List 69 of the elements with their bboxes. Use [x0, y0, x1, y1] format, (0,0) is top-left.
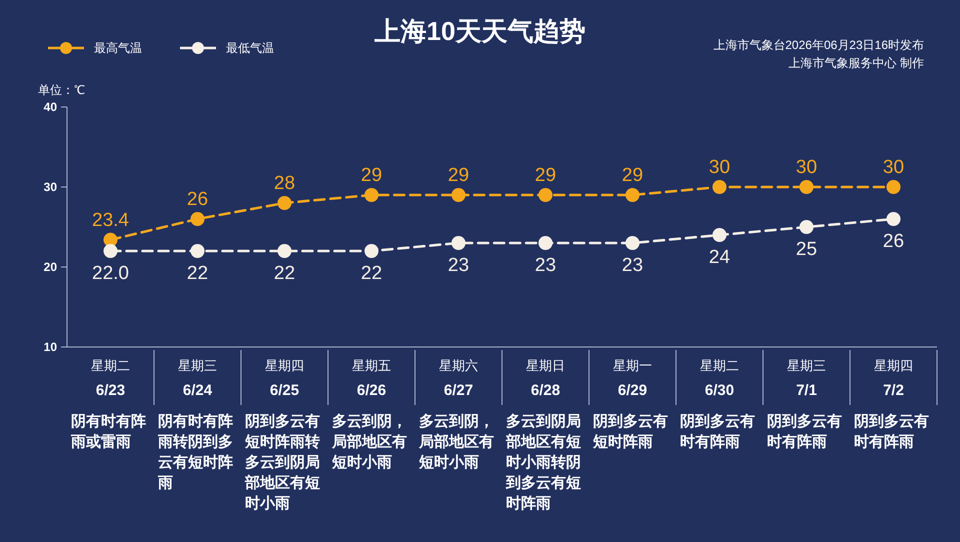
point: [364, 244, 378, 258]
point: [800, 220, 814, 234]
point: [452, 236, 466, 250]
x-tick-label: 星期日 6/28: [526, 358, 565, 399]
y-tick-label: 10: [44, 340, 58, 354]
point: [712, 228, 726, 242]
point: [538, 236, 552, 250]
x-tick-label: 星期一 6/29: [613, 358, 652, 399]
data-label: 28: [274, 173, 296, 194]
point: [886, 180, 900, 194]
data-label: 23.4: [92, 210, 130, 231]
text: 多云到阴，局部地区有短时小雨: [418, 413, 494, 471]
point: [278, 244, 292, 258]
point: [452, 188, 466, 202]
data-label: 29: [622, 165, 644, 186]
x-tick-label: 星期五 6/26: [352, 358, 391, 399]
text: 阴到多云有短时阵雨: [592, 413, 668, 450]
data-label: 23: [622, 255, 644, 276]
data-label: 29: [360, 165, 382, 186]
text: 多云到阴，局部地区有短时小雨: [331, 413, 407, 471]
data-label: 23: [534, 255, 556, 276]
data-label: 25: [796, 239, 818, 260]
point: [800, 180, 814, 194]
data-label: 30: [708, 157, 730, 178]
text: 上海市气象台2026年06月23日16时发布: [713, 38, 924, 52]
data-label: 24: [708, 247, 730, 268]
legend-label: 最低气温: [226, 41, 274, 55]
data-label: 22: [274, 263, 296, 284]
x-tick-label: 星期六 6/27: [439, 358, 478, 399]
point: [190, 212, 204, 226]
text: 阴到多云有时有阵雨: [767, 413, 842, 450]
data-label: 29: [534, 165, 556, 186]
y-axis-title: 单位：℃: [38, 83, 85, 97]
y-tick-label: 20: [44, 260, 58, 274]
point: [364, 188, 378, 202]
x-tick-label: 星期四 7/2: [874, 358, 913, 399]
data-label: 22: [360, 263, 382, 284]
point: [104, 244, 118, 258]
data-label: 23: [448, 255, 470, 276]
data-label: 26: [186, 189, 208, 210]
y-tick-label: 30: [44, 180, 58, 194]
text: 阴到多云有时有阵雨: [680, 413, 755, 450]
data-label: 26: [882, 231, 904, 252]
data-label: 22: [186, 263, 208, 284]
text: 阴到多云有短时阵雨转多云到阴局部地区有短时小雨: [244, 413, 320, 512]
x-tick-label: 星期三 6/24: [178, 358, 217, 399]
data-label: 22.0: [92, 263, 129, 284]
data-label: 30: [882, 157, 904, 178]
text: 多云到阴局部地区有短时小雨转阴到多云有短时阵雨: [505, 413, 581, 512]
y-tick-label: 40: [44, 100, 58, 114]
point: [538, 188, 552, 202]
x-tick-label: 星期二 6/23: [91, 358, 130, 399]
point: [190, 244, 204, 258]
chart-title: 上海10天天气趋势: [374, 16, 586, 46]
point: [278, 196, 292, 210]
x-tick-label: 星期二 6/30: [700, 358, 739, 399]
legend-label: 最高气温: [94, 41, 142, 55]
x-tick-label: 星期三 7/1: [787, 358, 826, 399]
text: 上海市气象服务中心 制作: [788, 56, 924, 70]
point: [626, 236, 640, 250]
text: 阴有时有阵雨转阴到多云有短时阵雨: [157, 413, 233, 492]
data-label: 29: [448, 165, 470, 186]
text: 阴到多云有时有阵雨: [854, 413, 929, 450]
x-tick-label: 星期四 6/25: [265, 358, 304, 399]
point: [886, 212, 900, 226]
text: 阴有时有阵雨或雷雨: [70, 413, 146, 450]
point: [712, 180, 726, 194]
data-label: 30: [796, 157, 818, 178]
point: [626, 188, 640, 202]
